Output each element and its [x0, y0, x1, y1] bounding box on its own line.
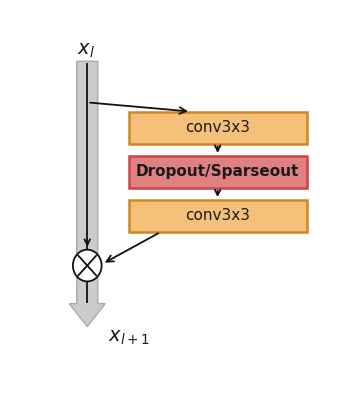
- FancyBboxPatch shape: [129, 200, 307, 232]
- Text: $\mathit{x}_{l+1}$: $\mathit{x}_{l+1}$: [108, 328, 150, 347]
- Text: conv3x3: conv3x3: [185, 208, 250, 223]
- Text: Dropout/Sparseout: Dropout/Sparseout: [136, 164, 299, 179]
- Text: conv3x3: conv3x3: [185, 120, 250, 135]
- FancyBboxPatch shape: [129, 156, 307, 188]
- Circle shape: [73, 250, 101, 282]
- Text: $\mathit{x}_l$: $\mathit{x}_l$: [77, 41, 95, 60]
- FancyBboxPatch shape: [129, 112, 307, 144]
- Polygon shape: [69, 61, 105, 327]
